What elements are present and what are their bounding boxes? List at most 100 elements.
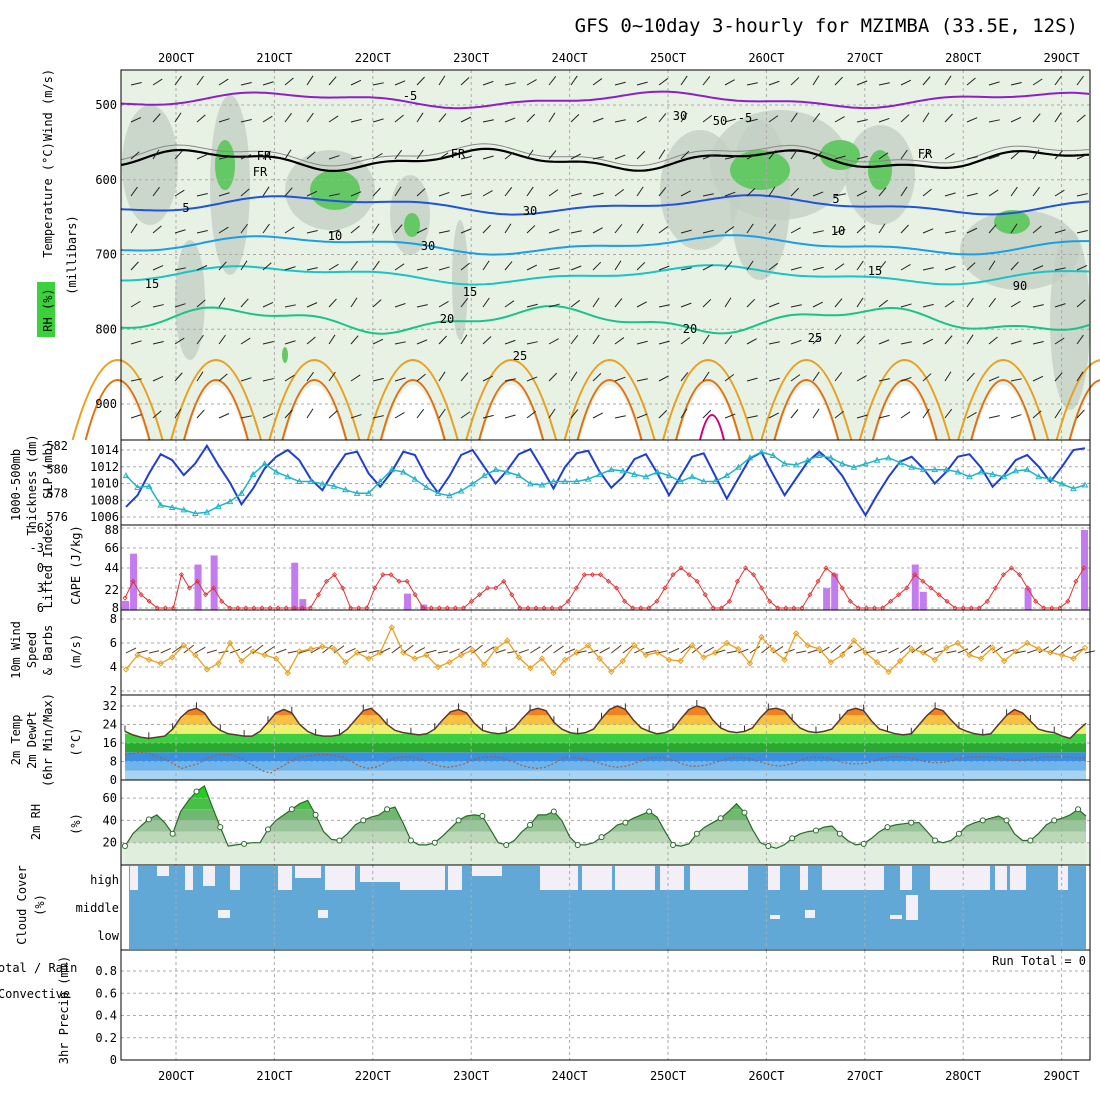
rh-point <box>908 819 915 826</box>
wind-barb <box>1054 267 1066 271</box>
wind-barb <box>636 116 647 123</box>
wind-barb <box>482 190 493 197</box>
dewpt-axis-label: 2m DewPt <box>25 711 39 769</box>
wind-speed-point <box>1058 651 1066 659</box>
rh-point <box>884 824 891 831</box>
wind-barb <box>658 149 666 160</box>
wind-barb <box>1076 114 1086 123</box>
lifted-point <box>194 578 201 584</box>
surface-wind-barb <box>299 649 310 654</box>
wind-barb <box>658 375 669 382</box>
rh-high-region <box>820 140 860 170</box>
rh-point <box>1051 817 1058 824</box>
surface-wind-barb <box>818 646 830 654</box>
rh-region <box>175 240 205 360</box>
cloud-gap <box>800 866 808 890</box>
wind-barb <box>966 262 976 271</box>
wind-barb <box>724 191 736 197</box>
lifted-index-line <box>124 567 1085 609</box>
wind-barb <box>306 336 316 345</box>
wind-barb <box>196 114 206 123</box>
wind-barb <box>746 415 758 419</box>
temp-contour-25 <box>268 359 361 441</box>
wind-barb <box>1076 334 1084 345</box>
wind-barb <box>1010 81 1022 86</box>
wind-barb <box>944 300 955 308</box>
wind-barb <box>548 408 556 419</box>
wind-barb <box>724 79 735 86</box>
rh-point <box>145 816 152 823</box>
surface-wind-barb <box>264 645 275 654</box>
wind-barb <box>460 193 472 197</box>
cloud-gap <box>540 866 578 890</box>
wind-barb <box>240 82 252 86</box>
lifted-point <box>460 605 467 611</box>
freezing-level-line <box>120 147 1090 173</box>
surface-wind-barb <box>738 648 749 654</box>
wind-barb <box>746 188 756 197</box>
wind-barb <box>592 192 604 197</box>
surface-wind-barb <box>830 644 842 654</box>
wind-barb <box>416 188 426 197</box>
cloud-gap <box>906 895 918 920</box>
wind-barb <box>174 267 186 271</box>
wind-barb <box>702 409 712 419</box>
wind-speed-point <box>157 660 164 667</box>
thickness-tick: 582 <box>46 439 68 453</box>
wind-barb <box>548 338 559 345</box>
date-tick-top: 27OCT <box>847 51 883 65</box>
wind-barb <box>724 118 736 123</box>
lifted-point <box>718 605 724 611</box>
wind-barb <box>130 81 142 86</box>
wind-speed-point <box>145 656 153 664</box>
wind-barb <box>438 152 449 160</box>
wind-barb <box>570 75 578 86</box>
wind-barb <box>1032 113 1041 123</box>
wind-barb <box>790 187 800 197</box>
frames-layer <box>120 69 1091 1061</box>
date-tick-bottom: 29OCT <box>1044 1069 1080 1083</box>
contour-label: FR <box>918 147 933 161</box>
date-tick-top: 29OCT <box>1044 51 1080 65</box>
surface-wind-barb <box>668 647 680 654</box>
rh-point <box>455 817 462 824</box>
wind-barb <box>768 115 779 123</box>
wind-speed-point <box>169 654 176 661</box>
wind-speed-point <box>977 655 985 662</box>
rh-point <box>717 815 724 822</box>
wind-barb <box>614 224 623 234</box>
wind-barb <box>636 261 646 271</box>
surface-wind-barb <box>703 646 714 654</box>
wind-barb <box>1032 375 1044 382</box>
wind-barb <box>218 226 229 234</box>
rh-point <box>336 837 343 844</box>
wind-barb <box>372 260 380 271</box>
surface-wind-barb <box>402 644 414 654</box>
wind-barb <box>240 415 252 419</box>
rh-point <box>574 841 581 848</box>
temp-band <box>125 761 1086 771</box>
surface-wind-barb <box>576 650 587 654</box>
surface-wind-barb <box>287 650 298 654</box>
precip-convective-label: Convective <box>0 987 70 1001</box>
wind-barb <box>284 226 295 234</box>
pressure-tick: 900 <box>95 397 117 411</box>
wind-barb <box>878 339 890 345</box>
date-tick-top: 26OCT <box>748 51 784 65</box>
rh-point <box>955 830 962 837</box>
wind-barb <box>460 228 472 234</box>
cape-bar <box>291 562 299 610</box>
surface-wind-barb <box>807 649 818 654</box>
temp-contour-minus5 <box>120 90 1090 110</box>
wind-barb <box>1010 261 1019 271</box>
wind-barb <box>768 341 780 345</box>
wind-speed-point <box>931 656 939 664</box>
wind-barb <box>878 82 890 86</box>
wind-barb <box>790 409 799 419</box>
wind-speed-point <box>839 651 846 659</box>
wind-barb <box>702 371 710 382</box>
wind-barb <box>130 151 140 160</box>
wind-barb <box>614 260 622 271</box>
wind-barb <box>746 82 758 86</box>
date-tick-bottom: 28OCT <box>945 1069 981 1083</box>
